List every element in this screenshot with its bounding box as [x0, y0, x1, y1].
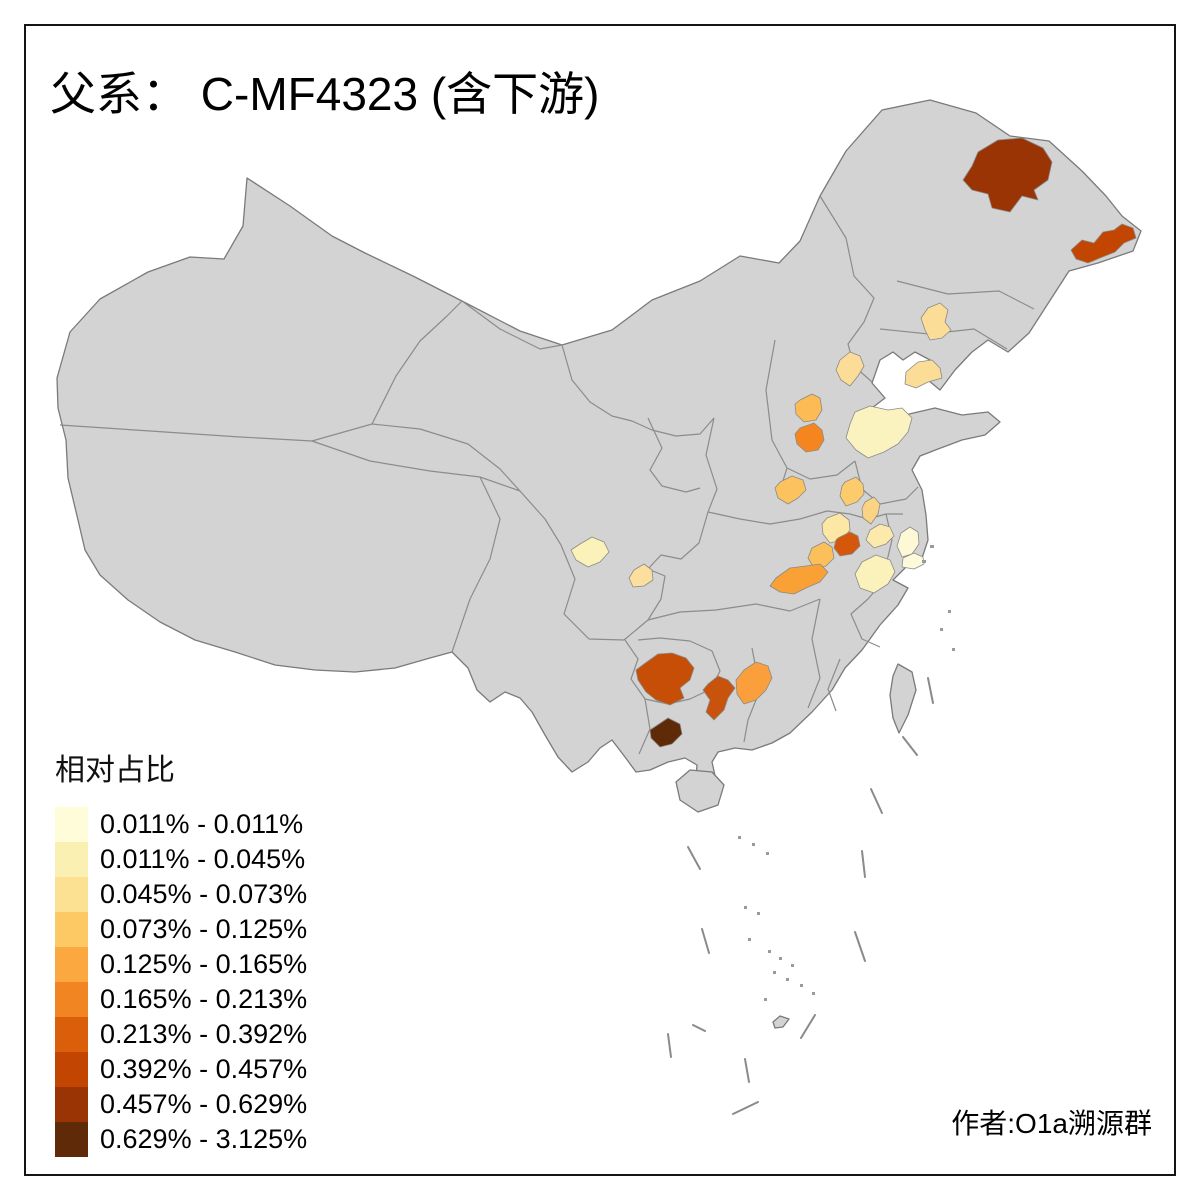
legend-label: 0.392% - 0.457% [100, 1054, 308, 1084]
map-region-shanghai-pale [901, 552, 925, 570]
map-region-liaoning-central [920, 302, 952, 341]
map-region-anhui-central [807, 541, 835, 569]
map-region-hunan-south [735, 661, 773, 705]
map-region-shandong-west [845, 405, 913, 459]
map-region-chongqing-city [628, 563, 654, 588]
map-region-chengdu-pale [570, 536, 610, 568]
map-region-liaodong-peninsula [904, 359, 943, 389]
legend-swatch [55, 1052, 88, 1087]
province-border [623, 568, 666, 641]
map-region-jiangsu-coast-pale [896, 526, 920, 558]
legend-row: 0.011% - 0.045% [55, 842, 307, 877]
legend-label: 0.045% - 0.073% [100, 879, 308, 909]
page-title: 父系： C-MF4323 (含下游) [50, 68, 600, 120]
legend-label: 0.213% - 0.392% [100, 1019, 308, 1049]
legend-row: 0.457% - 0.629% [55, 1087, 307, 1122]
legend-swatch [55, 1017, 88, 1052]
province-border [765, 339, 788, 498]
china-mainland-outline [56, 99, 1142, 801]
legend-rows: 0.011% - 0.011% 0.011% - 0.045% 0.045% -… [55, 807, 307, 1157]
province-border [705, 417, 718, 513]
map-region-northeast-large [962, 137, 1053, 213]
province-border [885, 513, 893, 566]
attribution-text: 作者:O1a溯源群 [951, 1108, 1152, 1139]
legend-swatch [55, 1087, 88, 1122]
map-region-anhui-south-pale [854, 554, 896, 594]
legend-label: 0.629% - 3.125% [100, 1124, 308, 1154]
legend-label: 0.011% - 0.045% [100, 844, 306, 874]
province-border [647, 417, 701, 493]
legend-swatch [55, 982, 88, 1017]
province-border [638, 698, 651, 755]
province-border [519, 490, 562, 546]
legend: 相对占比 0.011% - 0.011% 0.011% - 0.045% 0.0… [55, 745, 307, 1157]
map-region-hebei-south [794, 422, 825, 453]
legend-row: 0.073% - 0.125% [55, 912, 307, 947]
legend-label: 0.125% - 0.165% [100, 949, 308, 979]
map-region-yunnan-southeast [649, 717, 683, 748]
legend-row: 0.392% - 0.457% [55, 1052, 307, 1087]
small-island [772, 1015, 790, 1029]
province-border [896, 280, 1035, 310]
legend-label: 0.011% - 0.011% [100, 809, 304, 839]
map-region-hebei-central [794, 393, 823, 423]
hainan-island [675, 769, 725, 813]
legend-row: 0.045% - 0.073% [55, 877, 307, 912]
legend-swatch [55, 1122, 88, 1157]
province-border [647, 598, 821, 621]
province-border [311, 440, 521, 492]
legend-swatch [55, 877, 88, 912]
legend-label: 0.073% - 0.125% [100, 914, 308, 944]
province-border [827, 658, 841, 712]
map-region-northeast-east [1070, 223, 1137, 264]
province-border [624, 637, 721, 705]
island-specks [738, 545, 955, 1029]
map-region-shandong-southwest [839, 476, 865, 507]
map-region-jiangsu-northwest [861, 496, 881, 525]
province-border [451, 476, 501, 653]
province-border [371, 300, 463, 425]
map-region-anhui-north-dark [833, 531, 861, 557]
province-border [707, 510, 903, 525]
map-region-henan-north [774, 475, 807, 505]
taiwan-island [889, 663, 917, 734]
province-border [647, 511, 709, 570]
province-border [786, 460, 856, 480]
province-border [561, 344, 715, 437]
map-region-guizhou-southwest [635, 652, 695, 706]
map-region-guangxi-north [702, 675, 736, 721]
legend-title: 相对占比 [55, 754, 175, 787]
province-border [461, 300, 563, 350]
legend-row: 0.213% - 0.392% [55, 1017, 307, 1052]
legend-label: 0.457% - 0.629% [100, 1089, 308, 1119]
legend-row: 0.629% - 3.125% [55, 1122, 307, 1157]
map-region-anhui-northeast-pale [865, 523, 895, 549]
legend-swatch [55, 842, 88, 877]
map-region-hubei-east-band [769, 563, 829, 595]
legend-row: 0.125% - 0.165% [55, 947, 307, 982]
province-border [807, 598, 821, 709]
map-region-hebei-northeast [835, 351, 865, 387]
nine-dash-line [667, 677, 934, 1115]
province-border [560, 544, 625, 641]
legend-swatch [55, 807, 88, 842]
legend-row: 0.011% - 0.011% [55, 807, 307, 842]
legend-row: 0.165% - 0.213% [55, 982, 307, 1017]
province-border [371, 423, 521, 492]
province-border [59, 423, 373, 442]
province-border [879, 328, 1008, 350]
legend-swatch [55, 912, 88, 947]
legend-swatch [55, 947, 88, 982]
legend-label: 0.165% - 0.213% [100, 984, 308, 1014]
